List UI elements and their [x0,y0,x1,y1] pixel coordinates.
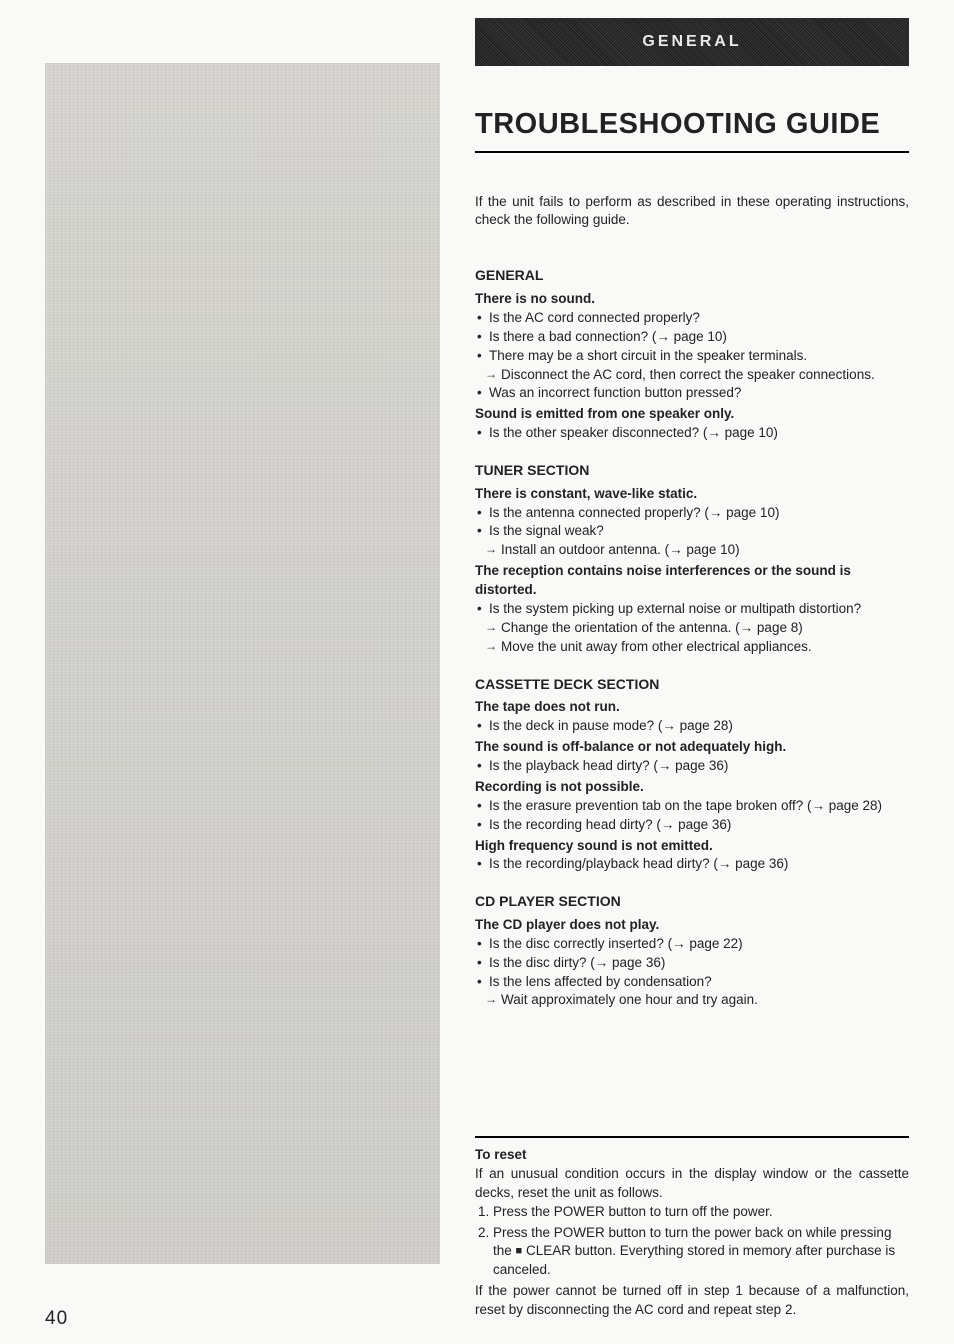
bullet-list: Is the antenna connected properly? (→ pa… [475,504,909,542]
list-item: Is the recording head dirty? (→ page 36) [475,816,909,835]
intro-paragraph: If the unit fails to perform as describe… [475,193,909,231]
list-item: Is the disc dirty? (→ page 36) [475,954,909,973]
bullet-list: Is the AC cord connected properly? Is th… [475,309,909,366]
bullet-list: Is the disc correctly inserted? (→ page … [475,935,909,992]
bullet-list: Is the recording/playback head dirty? (→… [475,855,909,874]
sub-item: Change the orientation of the antenna. (… [475,619,909,638]
symptom: There is no sound. [475,290,909,309]
page-number: 40 [45,1308,68,1330]
list-item: Is there a bad connection? (→ page 10) [475,328,909,347]
sub-item: Wait approximately one hour and try agai… [475,991,909,1010]
list-item: Is the other speaker disconnected? (→ pa… [475,424,909,443]
list-item: Is the AC cord connected properly? [475,309,909,328]
reset-heading: To reset [475,1146,909,1165]
right-column: GENERAL TROUBLESHOOTING GUIDE If the uni… [475,18,909,1324]
symptom: Recording is not possible. [475,778,909,797]
left-column [45,18,440,1324]
reset-intro: If an unusual condition occurs in the di… [475,1165,909,1203]
list-item: Is the signal weak? [475,522,909,541]
section-heading-tuner: TUNER SECTION [475,461,909,481]
section-banner: GENERAL [475,18,909,66]
section-heading-general: GENERAL [475,266,909,286]
reset-step-2b: CLEAR button. Everything stored in memor… [493,1243,895,1277]
bullet-list: Is the other speaker disconnected? (→ pa… [475,424,909,443]
bullet-list: Is the playback head dirty? (→ page 36) [475,757,909,776]
symptom: Sound is emitted from one speaker only. [475,405,909,424]
list-item: Is the erasure prevention tab on the tap… [475,797,909,816]
list-item: Is the system picking up external noise … [475,600,909,619]
list-item: Is the antenna connected properly? (→ pa… [475,504,909,523]
bullet-list: Is the deck in pause mode? (→ page 28) [475,717,909,736]
symptom: The tape does not run. [475,698,909,717]
section-heading-cassette: CASSETTE DECK SECTION [475,675,909,695]
page: GENERAL TROUBLESHOOTING GUIDE If the uni… [45,18,909,1324]
sub-item: Install an outdoor antenna. (→ page 10) [475,541,909,560]
sub-item: Move the unit away from other electrical… [475,638,909,657]
sub-item: Disconnect the AC cord, then correct the… [475,366,909,385]
section-heading-cd: CD PLAYER SECTION [475,892,909,912]
bullet-list: Is the system picking up external noise … [475,600,909,619]
symptom: The CD player does not play. [475,916,909,935]
list-item: Was an incorrect function button pressed… [475,384,909,403]
list-item: Is the deck in pause mode? (→ page 28) [475,717,909,736]
reset-step-1: Press the POWER button to turn off the p… [493,1203,909,1222]
symptom: The reception contains noise interferenc… [475,562,909,600]
symptom: There is constant, wave-like static. [475,485,909,504]
reset-step-2: Press the POWER button to turn the power… [493,1224,909,1281]
reset-note: If the power cannot be turned off in ste… [475,1282,909,1320]
bullet-list: Was an incorrect function button pressed… [475,384,909,403]
bullet-list: Is the erasure prevention tab on the tap… [475,797,909,835]
symptom: High frequency sound is not emitted. [475,837,909,856]
reset-section: To reset If an unusual condition occurs … [475,1136,909,1320]
symptom: The sound is off-balance or not adequate… [475,738,909,757]
reset-steps: Press the POWER button to turn off the p… [475,1203,909,1281]
list-item: Is the lens affected by condensation? [475,973,909,992]
list-item: Is the recording/playback head dirty? (→… [475,855,909,874]
page-title: TROUBLESHOOTING GUIDE [475,104,909,153]
list-item: Is the playback head dirty? (→ page 36) [475,757,909,776]
image-placeholder [45,63,440,1264]
list-item: There may be a short circuit in the spea… [475,347,909,366]
list-item: Is the disc correctly inserted? (→ page … [475,935,909,954]
